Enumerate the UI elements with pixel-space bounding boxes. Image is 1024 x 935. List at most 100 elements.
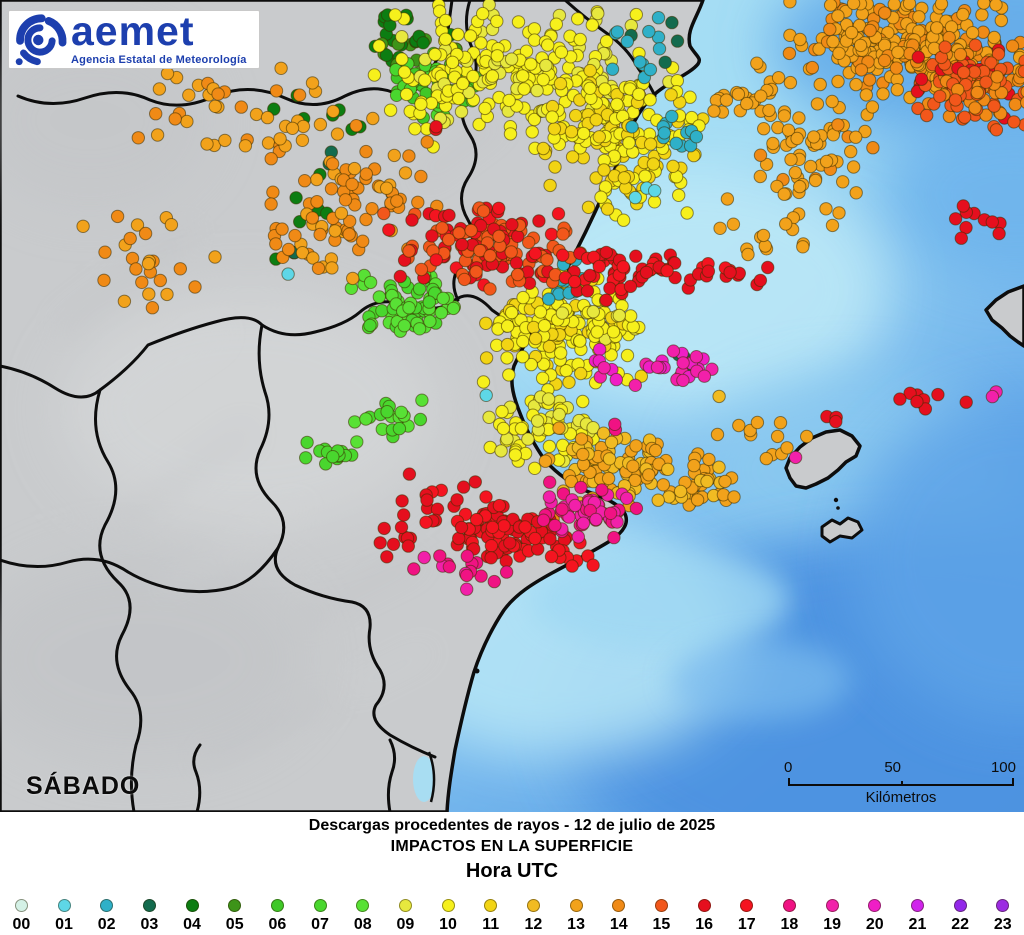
legend-hour-label: 06 [268,916,287,933]
legend-hour-label: 05 [225,916,244,933]
legend-hour-dot [270,899,284,912]
legend-hour-dot [996,899,1010,912]
legend-hour-dot [782,899,796,912]
legend-title: Hora UTC [465,860,559,882]
legend-hour-label: 02 [97,916,116,933]
island-ibiza [784,428,862,490]
legend-hour-dot [697,899,711,912]
legend-hour-label: 18 [780,916,799,933]
legend-item: 19 [811,899,854,933]
legend-item: 13 [555,899,598,933]
legend-hour-dot [868,899,882,912]
legend-hour-label: 15 [652,916,671,933]
legend-item: 11 [469,899,512,933]
legend-hour-dot [356,899,370,912]
aemet-logo: aemet Agencia Estatal de Meteorología [8,10,260,69]
legend-item: 01 [43,899,86,933]
scale-bar-line [788,778,1014,786]
legend-hour-dot [57,899,71,912]
legend-hour-dot [953,899,967,912]
legend-hour-label: 21 [908,916,927,933]
legend-item: 00 [0,899,43,933]
hour-legend: 00 01 02 03 04 05 06 07 08 09 10 11 12 13 14 15 16 17 18 19… [0,899,1024,933]
legend-hour-label: 10 [439,916,457,933]
legend-hour-label: 20 [865,916,884,933]
scale-tick-label: 50 [884,759,901,776]
legend-hour-dot [910,899,924,912]
legend-hour-dot [569,899,583,912]
legend-item: 23 [981,899,1024,933]
map-title: Descargas procedentes de rayos - 12 de j… [308,817,716,834]
legend-item: 14 [597,899,640,933]
legend-hour-label: 04 [183,916,201,933]
legend-item: 05 [213,899,256,933]
islands [474,284,1024,674]
day-label: SÁBADO [26,772,141,800]
legend-hour-label: 07 [311,916,329,933]
scale-bar: 0 50 100 Kilómetros [784,759,1016,806]
legend-hour-dot [740,899,754,912]
logo-wordmark: aemet [71,8,195,54]
scale-tick-label: 0 [784,759,793,776]
caption-strip: Descargas procedentes de rayos - 12 de j… [0,812,1024,935]
legend-hour-dot [398,899,412,912]
islet-tabarca [474,668,480,674]
map-svg [0,0,1024,812]
aemet-swirl-icon [15,13,67,65]
legend-hour-label: 01 [55,916,73,933]
legend-item: 12 [512,899,555,933]
legend-hour-dot [142,899,156,912]
legend-hour-dot [313,899,327,912]
map-subtitle: IMPACTOS EN LA SUPERFICIE [390,838,634,855]
legend-item: 20 [853,899,896,933]
legend-item: 09 [384,899,427,933]
scale-unit-label: Kilómetros [865,789,937,806]
legend-item: 03 [128,899,171,933]
legend-hour-label: 00 [12,916,31,933]
legend-hour-label: 16 [695,916,713,933]
legend-item: 16 [683,899,726,933]
legend-item: 02 [85,899,128,933]
map-canvas: aemet Agencia Estatal de Meteorología SÁ… [0,0,1024,812]
legend-item: 18 [768,899,811,933]
legend-hour-dot [14,899,28,912]
legend-item: 04 [171,899,214,933]
scale-ticks: 0 50 100 [784,759,1016,778]
legend-item: 21 [896,899,939,933]
legend-hour-label: 09 [396,916,415,933]
legend-hour-label: 22 [951,916,970,933]
legend-item: 15 [640,899,683,933]
legend-item: 08 [341,899,384,933]
legend-hour-label: 03 [140,916,159,933]
legend-hour-label: 11 [482,916,500,933]
province-boundaries [0,0,657,812]
legend-hour-dot [612,899,626,912]
legend-item: 07 [299,899,342,933]
legend-hour-dot [441,899,455,912]
legend-item: 17 [725,899,768,933]
legend-hour-dot [654,899,668,912]
legend-hour-label: 19 [823,916,841,933]
legend-hour-dot [228,899,242,912]
legend-item: 10 [427,899,470,933]
legend-hour-dot [825,899,839,912]
legend-hour-label: 12 [524,916,543,933]
island-formentera [820,516,864,544]
legend-hour-dot [526,899,540,912]
legend-hour-label: 14 [609,916,628,933]
legend-hour-dot [484,899,498,912]
legend-hour-label: 13 [567,916,585,933]
logo-subtitle: Agencia Estatal de Meteorología [71,54,247,66]
legend-item: 22 [939,899,982,933]
legend-hour-label: 08 [353,916,372,933]
lightning-dots-layer [76,0,1024,596]
legend-hour-dot [100,899,114,912]
island-mallorca-tip [984,284,1024,348]
legend-hour-dot [185,899,199,912]
legend-hour-label: 17 [737,916,756,933]
legend-item: 06 [256,899,299,933]
legend-hour-label: 23 [993,916,1012,933]
hillshade-texture [0,30,503,765]
scale-tick-label: 100 [990,759,1016,776]
